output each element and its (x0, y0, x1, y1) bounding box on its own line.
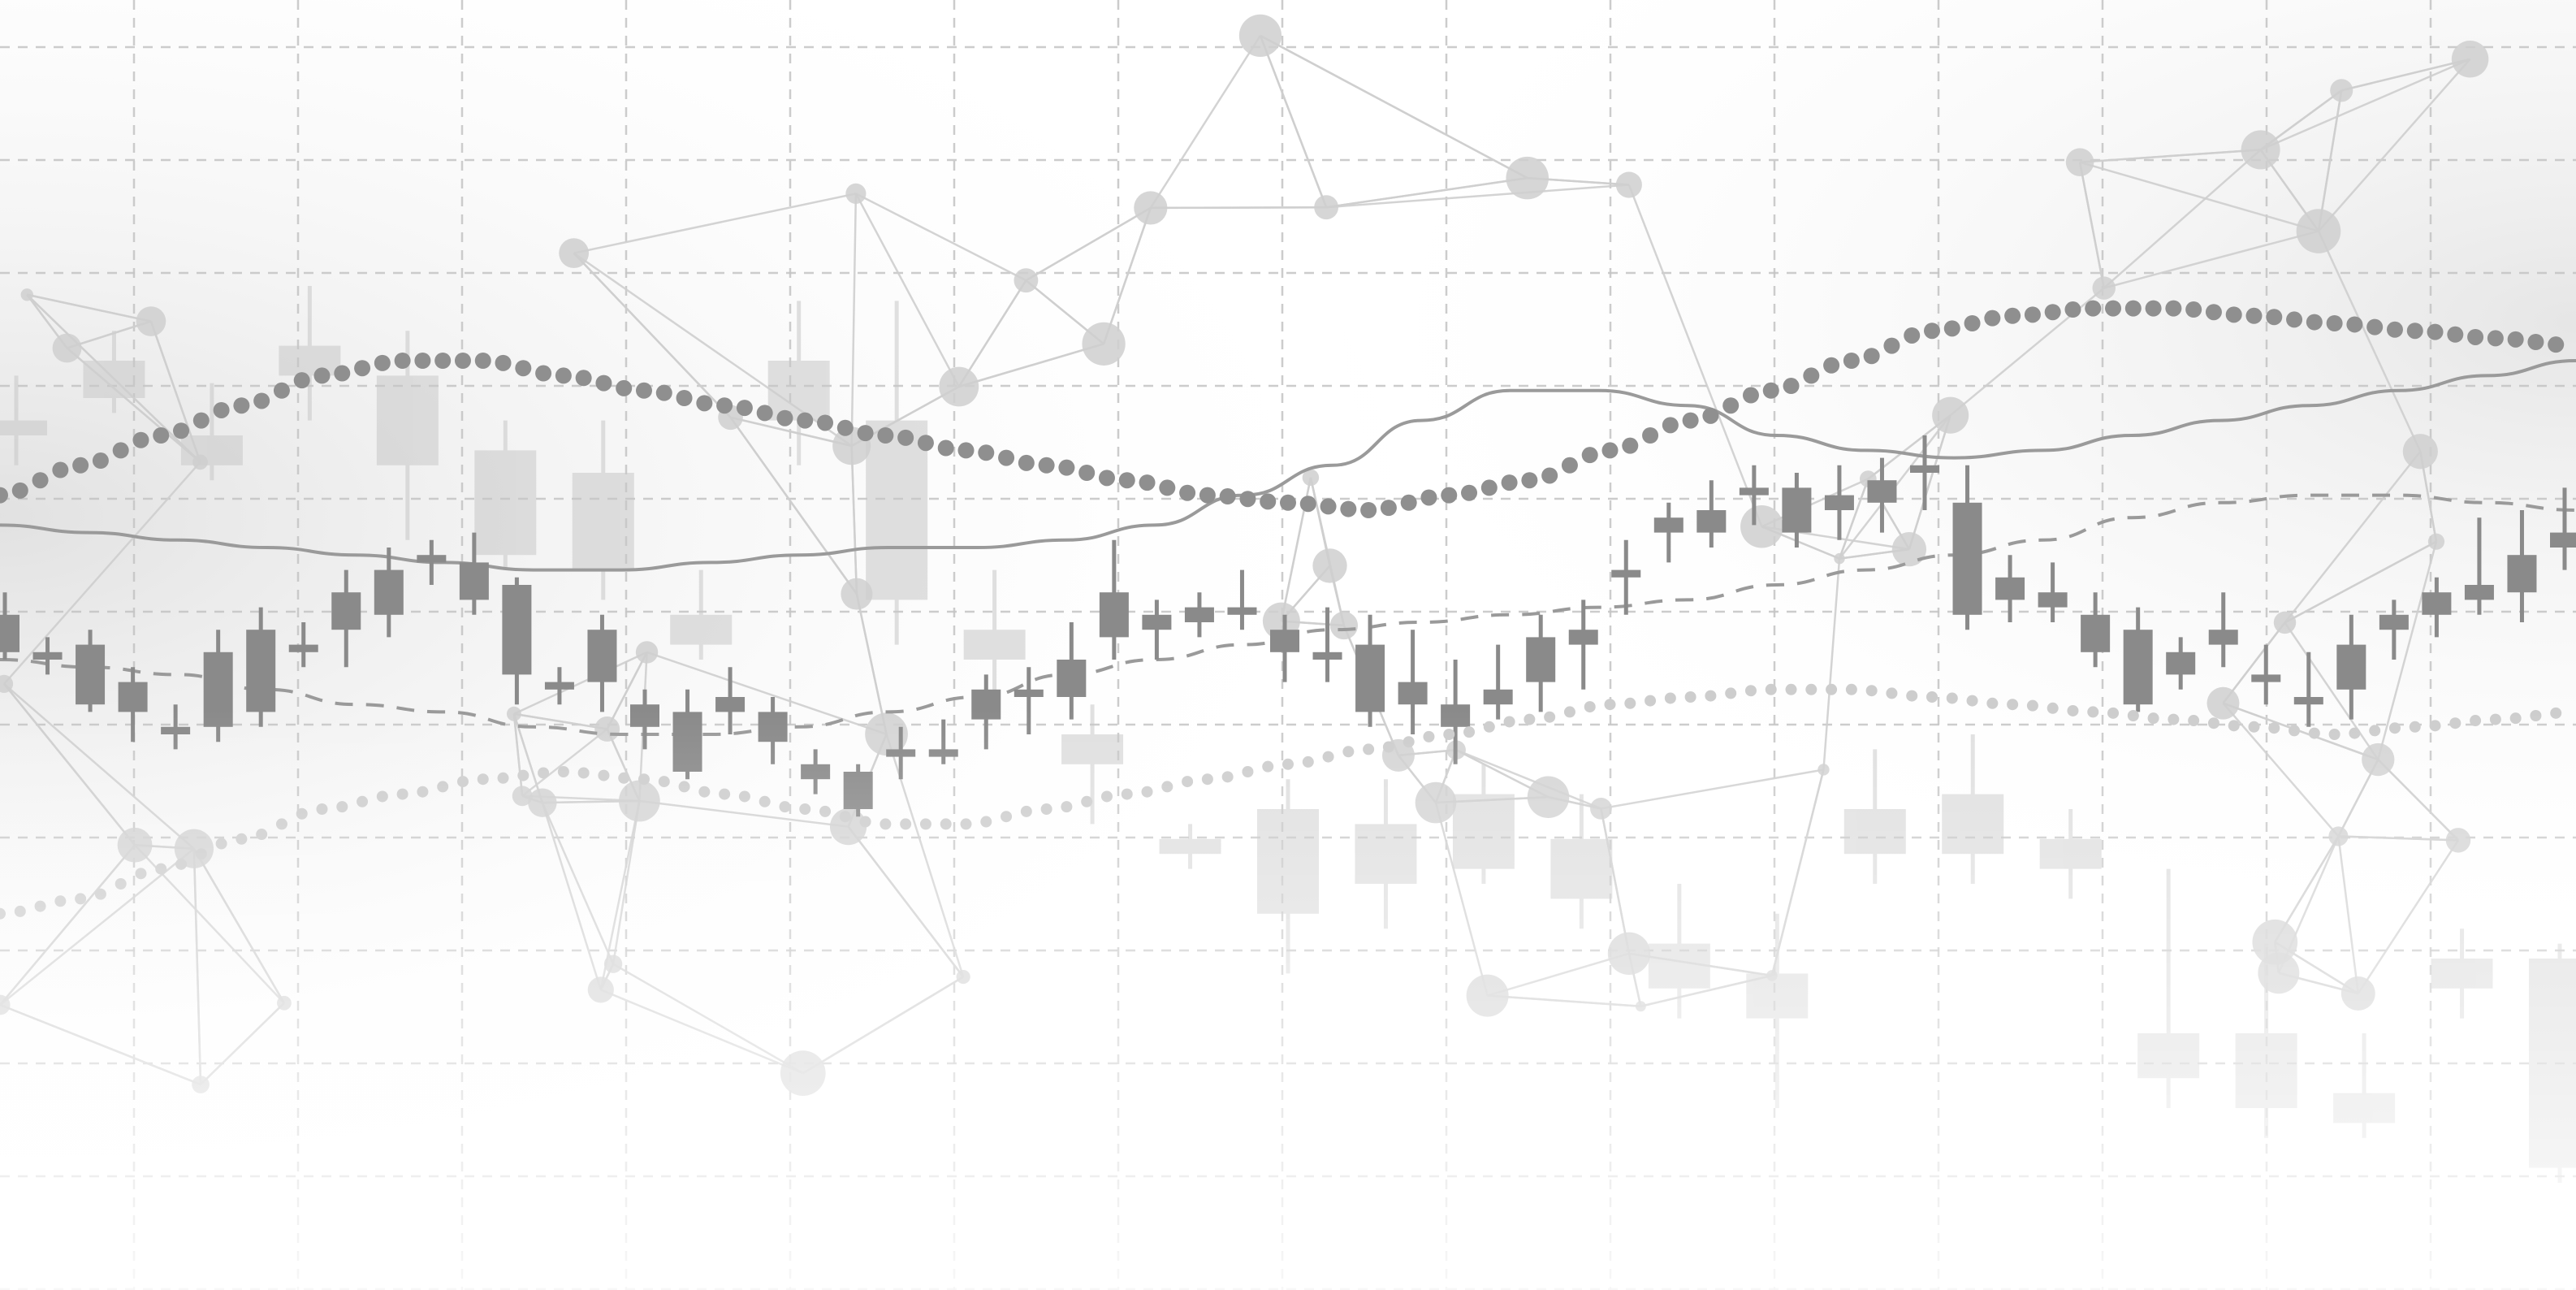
stock-chart-canvas (0, 0, 2576, 1290)
bottom-fade (0, 0, 2576, 1290)
candlestick-chart (0, 0, 2576, 1290)
